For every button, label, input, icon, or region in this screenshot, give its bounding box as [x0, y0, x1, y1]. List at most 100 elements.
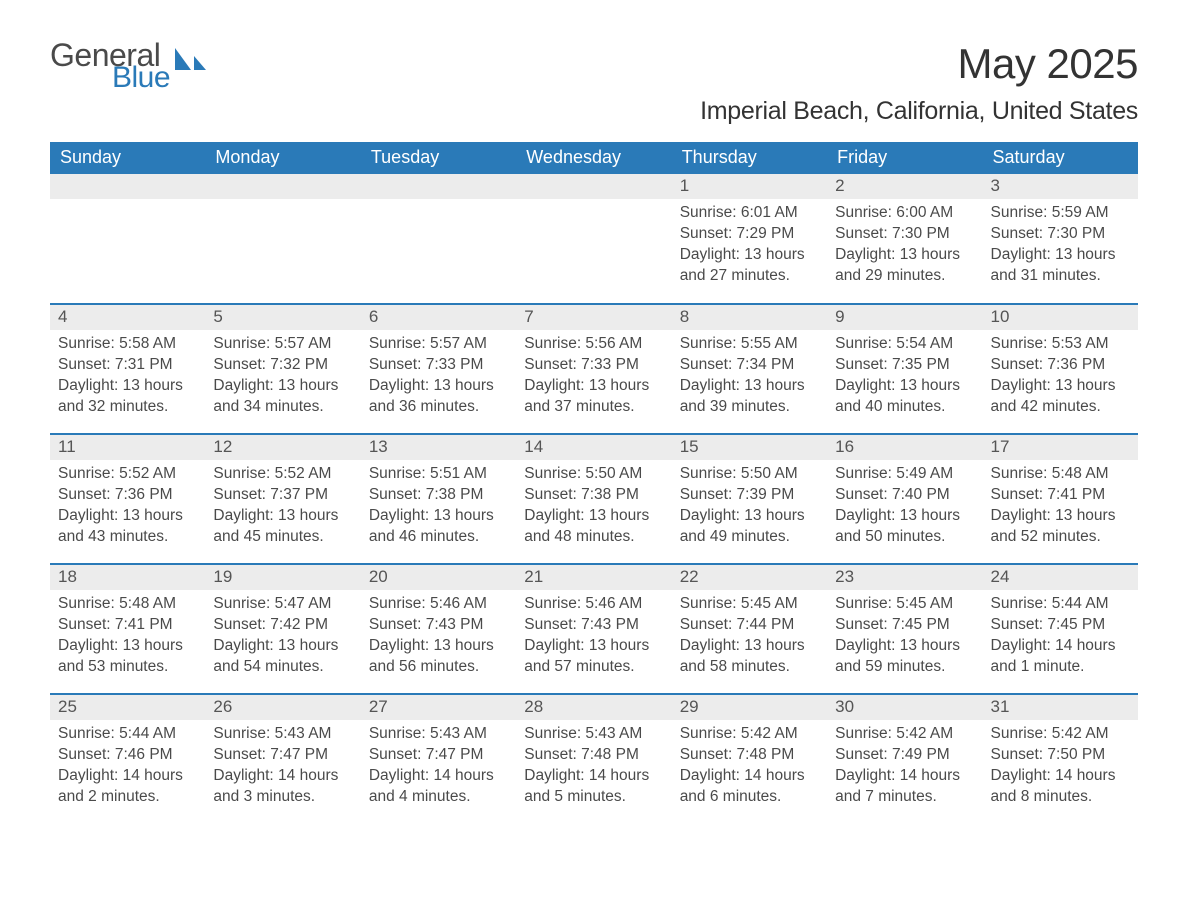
- day-details: Sunrise: 5:58 AM Sunset: 7:31 PM Dayligh…: [50, 330, 205, 424]
- day-number: 31: [983, 695, 1138, 720]
- day-header: Tuesday: [361, 142, 516, 174]
- calendar-cell: 28Sunrise: 5:43 AM Sunset: 7:48 PM Dayli…: [516, 694, 671, 824]
- calendar-week: 1Sunrise: 6:01 AM Sunset: 7:29 PM Daylig…: [50, 174, 1138, 304]
- calendar-cell: 3Sunrise: 5:59 AM Sunset: 7:30 PM Daylig…: [983, 174, 1138, 304]
- day-number: 10: [983, 305, 1138, 330]
- calendar-cell: 4Sunrise: 5:58 AM Sunset: 7:31 PM Daylig…: [50, 304, 205, 434]
- day-number: 14: [516, 435, 671, 460]
- day-details: Sunrise: 5:42 AM Sunset: 7:49 PM Dayligh…: [827, 720, 982, 814]
- day-number: 13: [361, 435, 516, 460]
- calendar-cell-empty: [50, 174, 205, 304]
- calendar-cell: 16Sunrise: 5:49 AM Sunset: 7:40 PM Dayli…: [827, 434, 982, 564]
- location-subtitle: Imperial Beach, California, United State…: [50, 97, 1138, 126]
- logo-sail-icon: [174, 46, 208, 72]
- calendar-cell: 30Sunrise: 5:42 AM Sunset: 7:49 PM Dayli…: [827, 694, 982, 824]
- calendar-cell-empty: [361, 174, 516, 304]
- calendar-cell: 18Sunrise: 5:48 AM Sunset: 7:41 PM Dayli…: [50, 564, 205, 694]
- day-details: Sunrise: 5:50 AM Sunset: 7:38 PM Dayligh…: [516, 460, 671, 554]
- calendar-cell: 25Sunrise: 5:44 AM Sunset: 7:46 PM Dayli…: [50, 694, 205, 824]
- day-details: Sunrise: 5:56 AM Sunset: 7:33 PM Dayligh…: [516, 330, 671, 424]
- day-number: 5: [205, 305, 360, 330]
- day-number-empty: [361, 174, 516, 199]
- day-details: Sunrise: 5:44 AM Sunset: 7:46 PM Dayligh…: [50, 720, 205, 814]
- calendar-head: SundayMondayTuesdayWednesdayThursdayFrid…: [50, 142, 1138, 174]
- day-details: Sunrise: 5:48 AM Sunset: 7:41 PM Dayligh…: [983, 460, 1138, 554]
- day-details: Sunrise: 5:48 AM Sunset: 7:41 PM Dayligh…: [50, 590, 205, 684]
- calendar-week: 4Sunrise: 5:58 AM Sunset: 7:31 PM Daylig…: [50, 304, 1138, 434]
- day-number: 15: [672, 435, 827, 460]
- day-number: 6: [361, 305, 516, 330]
- calendar-cell-empty: [205, 174, 360, 304]
- day-number: 2: [827, 174, 982, 199]
- calendar-table: SundayMondayTuesdayWednesdayThursdayFrid…: [50, 142, 1138, 824]
- calendar-cell: 21Sunrise: 5:46 AM Sunset: 7:43 PM Dayli…: [516, 564, 671, 694]
- day-number: 11: [50, 435, 205, 460]
- day-number: 23: [827, 565, 982, 590]
- day-details: Sunrise: 5:43 AM Sunset: 7:47 PM Dayligh…: [361, 720, 516, 814]
- day-header: Saturday: [983, 142, 1138, 174]
- day-details: Sunrise: 5:54 AM Sunset: 7:35 PM Dayligh…: [827, 330, 982, 424]
- day-details: Sunrise: 5:51 AM Sunset: 7:38 PM Dayligh…: [361, 460, 516, 554]
- calendar-cell: 13Sunrise: 5:51 AM Sunset: 7:38 PM Dayli…: [361, 434, 516, 564]
- day-number: 7: [516, 305, 671, 330]
- day-number: 29: [672, 695, 827, 720]
- calendar-cell: 26Sunrise: 5:43 AM Sunset: 7:47 PM Dayli…: [205, 694, 360, 824]
- logo-text: General Blue: [50, 40, 170, 93]
- calendar-cell: 24Sunrise: 5:44 AM Sunset: 7:45 PM Dayli…: [983, 564, 1138, 694]
- day-number: 4: [50, 305, 205, 330]
- day-number-empty: [516, 174, 671, 199]
- calendar-cell: 12Sunrise: 5:52 AM Sunset: 7:37 PM Dayli…: [205, 434, 360, 564]
- calendar-week: 18Sunrise: 5:48 AM Sunset: 7:41 PM Dayli…: [50, 564, 1138, 694]
- calendar-cell: 15Sunrise: 5:50 AM Sunset: 7:39 PM Dayli…: [672, 434, 827, 564]
- day-number: 22: [672, 565, 827, 590]
- calendar-cell-empty: [516, 174, 671, 304]
- calendar-cell: 19Sunrise: 5:47 AM Sunset: 7:42 PM Dayli…: [205, 564, 360, 694]
- day-number: 8: [672, 305, 827, 330]
- day-details: Sunrise: 6:01 AM Sunset: 7:29 PM Dayligh…: [672, 199, 827, 293]
- day-details: Sunrise: 5:46 AM Sunset: 7:43 PM Dayligh…: [361, 590, 516, 684]
- day-number-empty: [205, 174, 360, 199]
- calendar-cell: 2Sunrise: 6:00 AM Sunset: 7:30 PM Daylig…: [827, 174, 982, 304]
- day-number: 17: [983, 435, 1138, 460]
- day-header: Monday: [205, 142, 360, 174]
- day-number: 24: [983, 565, 1138, 590]
- calendar-cell: 7Sunrise: 5:56 AM Sunset: 7:33 PM Daylig…: [516, 304, 671, 434]
- day-number: 3: [983, 174, 1138, 199]
- calendar-cell: 31Sunrise: 5:42 AM Sunset: 7:50 PM Dayli…: [983, 694, 1138, 824]
- logo-word-blue: Blue: [112, 64, 170, 93]
- day-header: Wednesday: [516, 142, 671, 174]
- day-details: Sunrise: 5:43 AM Sunset: 7:47 PM Dayligh…: [205, 720, 360, 814]
- logo: General Blue: [50, 40, 208, 93]
- calendar-cell: 10Sunrise: 5:53 AM Sunset: 7:36 PM Dayli…: [983, 304, 1138, 434]
- calendar-cell: 17Sunrise: 5:48 AM Sunset: 7:41 PM Dayli…: [983, 434, 1138, 564]
- day-number: 27: [361, 695, 516, 720]
- day-details: Sunrise: 5:42 AM Sunset: 7:50 PM Dayligh…: [983, 720, 1138, 814]
- day-details: Sunrise: 5:57 AM Sunset: 7:33 PM Dayligh…: [361, 330, 516, 424]
- day-number: 1: [672, 174, 827, 199]
- day-number: 12: [205, 435, 360, 460]
- calendar-cell: 27Sunrise: 5:43 AM Sunset: 7:47 PM Dayli…: [361, 694, 516, 824]
- calendar-cell: 1Sunrise: 6:01 AM Sunset: 7:29 PM Daylig…: [672, 174, 827, 304]
- calendar-cell: 5Sunrise: 5:57 AM Sunset: 7:32 PM Daylig…: [205, 304, 360, 434]
- day-number: 20: [361, 565, 516, 590]
- day-number-empty: [50, 174, 205, 199]
- calendar-cell: 9Sunrise: 5:54 AM Sunset: 7:35 PM Daylig…: [827, 304, 982, 434]
- day-number: 9: [827, 305, 982, 330]
- day-details: Sunrise: 5:50 AM Sunset: 7:39 PM Dayligh…: [672, 460, 827, 554]
- calendar-week: 11Sunrise: 5:52 AM Sunset: 7:36 PM Dayli…: [50, 434, 1138, 564]
- calendar-cell: 8Sunrise: 5:55 AM Sunset: 7:34 PM Daylig…: [672, 304, 827, 434]
- calendar-cell: 6Sunrise: 5:57 AM Sunset: 7:33 PM Daylig…: [361, 304, 516, 434]
- day-number: 25: [50, 695, 205, 720]
- day-details: Sunrise: 5:55 AM Sunset: 7:34 PM Dayligh…: [672, 330, 827, 424]
- day-details: Sunrise: 5:53 AM Sunset: 7:36 PM Dayligh…: [983, 330, 1138, 424]
- day-header: Thursday: [672, 142, 827, 174]
- day-details: Sunrise: 5:57 AM Sunset: 7:32 PM Dayligh…: [205, 330, 360, 424]
- day-header: Friday: [827, 142, 982, 174]
- calendar-week: 25Sunrise: 5:44 AM Sunset: 7:46 PM Dayli…: [50, 694, 1138, 824]
- day-number: 21: [516, 565, 671, 590]
- day-details: Sunrise: 5:59 AM Sunset: 7:30 PM Dayligh…: [983, 199, 1138, 293]
- page-title: May 2025: [958, 40, 1138, 88]
- day-details: Sunrise: 5:49 AM Sunset: 7:40 PM Dayligh…: [827, 460, 982, 554]
- calendar-cell: 29Sunrise: 5:42 AM Sunset: 7:48 PM Dayli…: [672, 694, 827, 824]
- day-details: Sunrise: 5:47 AM Sunset: 7:42 PM Dayligh…: [205, 590, 360, 684]
